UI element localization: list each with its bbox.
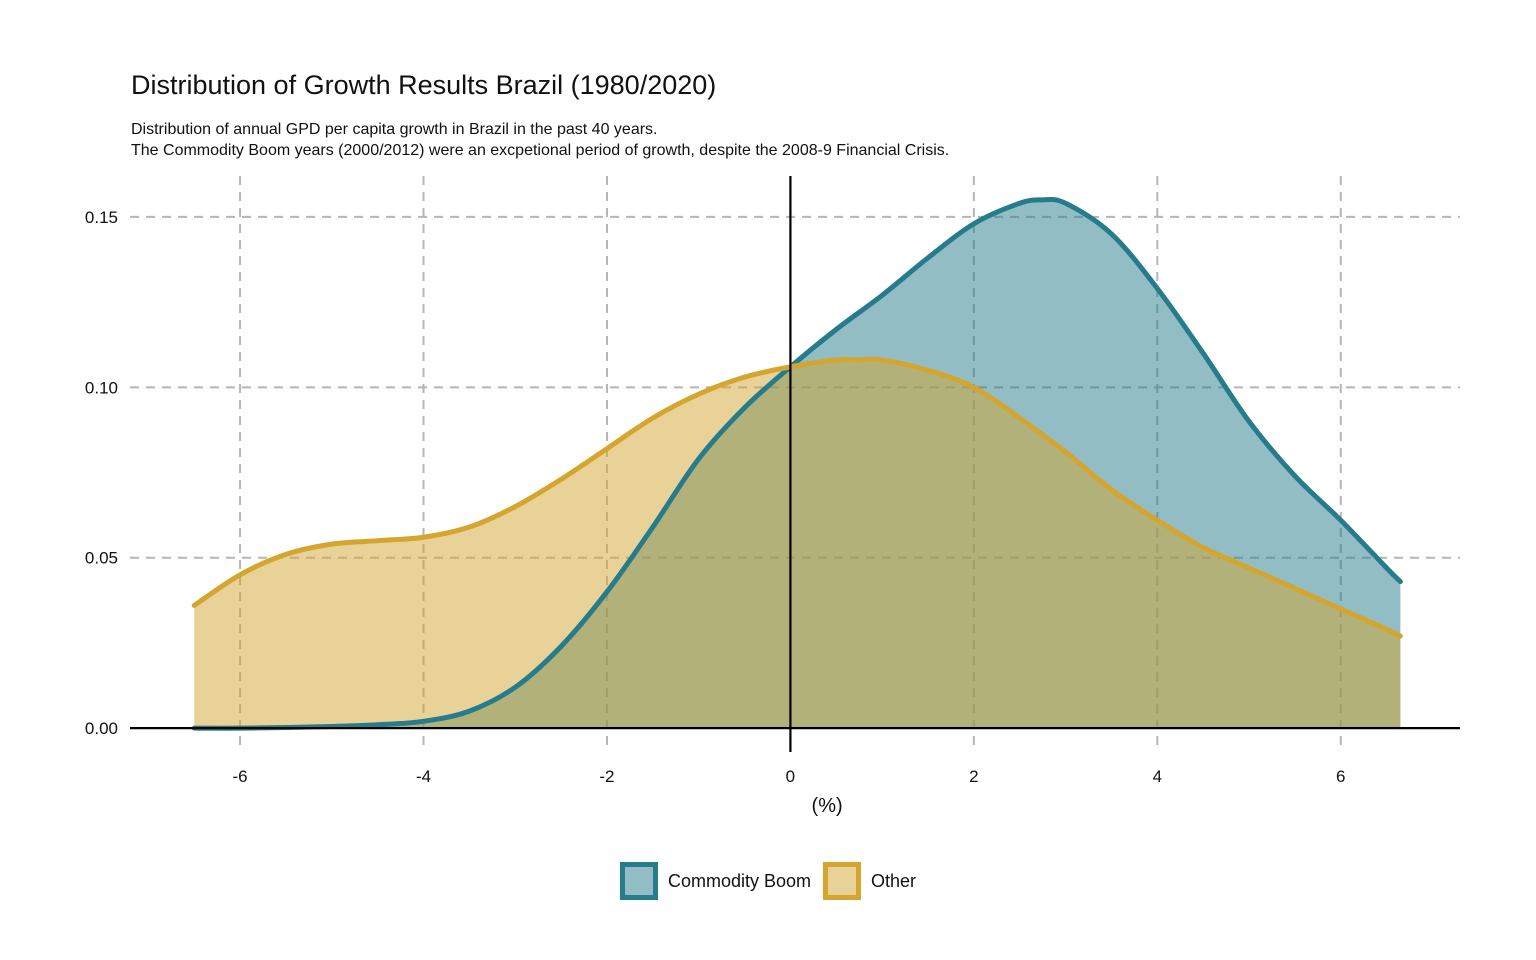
subtitle-line-1: Distribution of annual GPD per capita gr… (131, 121, 658, 138)
subtitle-line-2: The Commodity Boom years (2000/2012) wer… (131, 142, 950, 159)
legend: Commodity Boom Other (0, 862, 1536, 900)
legend-key-other (823, 862, 861, 900)
x-tick-label: 0 (786, 767, 795, 786)
series-layer (191, 196, 1403, 731)
legend-key-commodity-boom (619, 862, 658, 900)
density-line-commodity-boom (191, 196, 1403, 731)
y-tick-label: 0.15 (85, 208, 118, 227)
legend-label-commodity-boom: Commodity Boom (667, 870, 811, 891)
x-axis-title: (%) (812, 795, 843, 817)
y-tick-label: 0.10 (85, 378, 118, 397)
area-fill-other (194, 359, 1401, 729)
legend-label-other: Other (871, 870, 917, 891)
x-tick-label: 4 (1153, 767, 1162, 786)
chart-title: Distribution of Growth Results Brazil (1… (131, 70, 717, 100)
x-tick-label: -6 (233, 767, 248, 786)
legend-item-other: Other (823, 862, 916, 900)
x-tick-label: 2 (969, 767, 978, 786)
x-tick-label: 6 (1336, 767, 1345, 786)
y-tick-label: 0.05 (85, 549, 118, 568)
density-line-other (191, 356, 1403, 639)
legend-item-commodity-boom: Commodity Boom (619, 862, 811, 900)
y-tick-label: 0.00 (85, 719, 118, 738)
x-tick-label: -2 (599, 767, 614, 786)
chart-subtitle: Distribution of annual GPD per capita gr… (131, 119, 949, 161)
x-tick-label: -4 (416, 767, 431, 786)
